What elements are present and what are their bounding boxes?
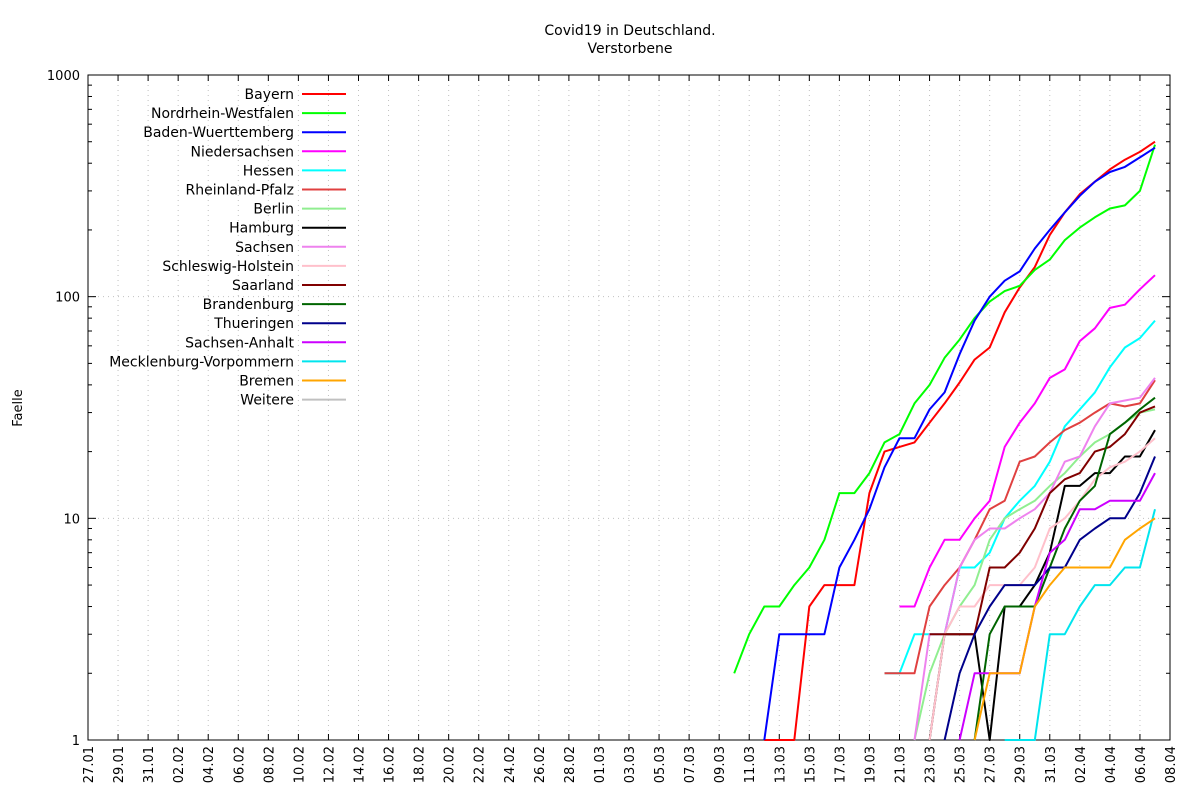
legend-label: Rheinland-Pfalz xyxy=(186,183,294,199)
series-line-baden-wuerttemberg xyxy=(763,146,1156,741)
chart-subtitle: Verstorbene xyxy=(588,41,673,57)
x-tick-label: 26.02 xyxy=(533,746,548,783)
plot-frame xyxy=(87,74,1171,741)
x-tick-label: 03.03 xyxy=(623,746,638,783)
x-tick-label: 02.04 xyxy=(1074,746,1089,783)
x-tick-label: 04.02 xyxy=(202,746,217,783)
x-tick-label: 20.02 xyxy=(443,746,458,783)
x-tick-label: 24.02 xyxy=(503,746,518,783)
legend-label: Schleswig-Holstein xyxy=(162,259,294,275)
series-line-mecklenburg-vorpommern xyxy=(1004,508,1156,741)
legend-label: Sachsen xyxy=(235,240,294,256)
grid xyxy=(88,75,1170,740)
x-tick-label: 11.03 xyxy=(743,746,758,783)
series-line-thueringen xyxy=(943,456,1156,741)
x-tick-label: 29.01 xyxy=(112,746,127,783)
x-tick-label: 09.03 xyxy=(713,746,728,783)
legend: Bayern Nordrhein-Westfalen Baden-Wuerttemb… xyxy=(109,87,346,409)
x-tick-label: 17.03 xyxy=(833,746,848,783)
x-tick-label: 21.03 xyxy=(894,746,909,783)
legend-label: Bremen xyxy=(239,374,294,390)
x-tick-label: 01.03 xyxy=(593,746,608,783)
x-tick-label: 14.02 xyxy=(353,746,368,783)
series-line-saarland xyxy=(929,405,1156,636)
x-tick-label: 08.04 xyxy=(1164,746,1179,783)
x-tick-label: 05.03 xyxy=(653,746,668,783)
legend-label: Sachsen-Anhalt xyxy=(185,335,294,351)
series-line-nordrhein-westfalen xyxy=(733,144,1156,674)
legend-label: Berlin xyxy=(253,202,294,218)
series-lines xyxy=(733,140,1156,741)
x-tick-label: 16.02 xyxy=(383,746,398,783)
x-tick-label: 28.02 xyxy=(563,746,578,783)
legend-label: Baden-Wuerttemberg xyxy=(143,125,294,141)
legend-label: Niedersachsen xyxy=(191,144,294,160)
legend-label: Mecklenburg-Vorpommern xyxy=(109,354,294,370)
x-tick-label: 31.01 xyxy=(142,746,157,783)
legend-label: Brandenburg xyxy=(203,297,294,313)
x-tick-label: 12.02 xyxy=(322,746,337,783)
legend-label: Nordrhein-Westfalen xyxy=(151,106,294,122)
x-tick-label: 07.03 xyxy=(683,746,698,783)
axes: 27.01 29.01 31.01 02.02 04.02 06.02 08.02 10.02… xyxy=(47,69,1179,783)
x-tick-label: 31.03 xyxy=(1044,746,1059,783)
x-tick-label: 23.03 xyxy=(924,746,939,783)
series-line-schleswig-holstein xyxy=(928,437,1156,741)
legend-label: Bayern xyxy=(245,87,294,103)
x-tick-label: 18.02 xyxy=(413,746,428,783)
x-tick-label: 08.02 xyxy=(262,746,277,783)
series-line-niedersachsen xyxy=(899,274,1156,608)
series-line-sachsen xyxy=(913,377,1156,741)
legend-label: Thueringen xyxy=(213,316,294,332)
x-tick-label: 22.02 xyxy=(473,746,488,783)
y-tick-label: 100 xyxy=(55,291,80,306)
x-tick-label: 15.03 xyxy=(803,746,818,783)
x-tick-label: 06.04 xyxy=(1134,746,1149,783)
legend-label: Saarland xyxy=(232,278,294,294)
x-tick-label: 27.03 xyxy=(984,746,999,783)
x-tick-label: 13.03 xyxy=(773,746,788,783)
x-tick-label: 06.02 xyxy=(232,746,247,783)
x-tick-label: 19.03 xyxy=(863,746,878,783)
series-line-bremen xyxy=(973,517,1156,741)
x-tick-label: 10.02 xyxy=(292,746,307,783)
legend-label: Weitere xyxy=(240,393,294,409)
x-tick-label: 29.03 xyxy=(1014,746,1029,783)
y-tick-label: 1000 xyxy=(47,69,80,84)
series-line-brandenburg xyxy=(973,396,1156,741)
x-tick-label: 04.04 xyxy=(1104,746,1119,783)
y-tick-label: 10 xyxy=(63,512,80,527)
x-tick-label: 25.03 xyxy=(954,746,969,783)
y-axis-label: Faelle xyxy=(11,389,26,426)
x-tick-label: 02.02 xyxy=(172,746,187,783)
chart-title: Covid19 in Deutschland. xyxy=(544,23,715,39)
legend-label: Hamburg xyxy=(229,221,294,237)
x-tick-label: 27.01 xyxy=(82,746,97,783)
y-tick-label: 1 xyxy=(72,734,80,749)
legend-label: Hessen xyxy=(243,163,294,179)
